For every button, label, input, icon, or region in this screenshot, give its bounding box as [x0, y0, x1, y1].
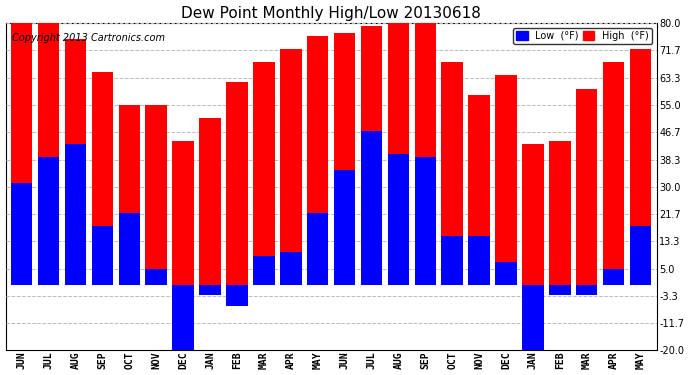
- Bar: [11, 23, 32, 285]
- Bar: [199, 285, 221, 295]
- Bar: [442, 236, 463, 285]
- Bar: [307, 213, 328, 285]
- Bar: [522, 144, 544, 285]
- Bar: [146, 268, 167, 285]
- Bar: [630, 49, 651, 285]
- Bar: [146, 105, 167, 285]
- Bar: [38, 157, 59, 285]
- Bar: [361, 131, 382, 285]
- Bar: [388, 154, 409, 285]
- Bar: [307, 36, 328, 285]
- Title: Dew Point Monthly High/Low 20130618: Dew Point Monthly High/Low 20130618: [181, 6, 481, 21]
- Bar: [65, 144, 86, 285]
- Legend: Low  (°F), High  (°F): Low (°F), High (°F): [513, 28, 652, 44]
- Bar: [334, 170, 355, 285]
- Bar: [119, 105, 140, 285]
- Bar: [199, 118, 221, 285]
- Bar: [630, 226, 651, 285]
- Bar: [549, 141, 571, 285]
- Bar: [172, 141, 194, 285]
- Bar: [603, 62, 624, 285]
- Bar: [253, 255, 275, 285]
- Bar: [469, 236, 490, 285]
- Bar: [495, 75, 517, 285]
- Bar: [119, 213, 140, 285]
- Bar: [415, 157, 436, 285]
- Bar: [38, 23, 59, 285]
- Bar: [92, 226, 113, 285]
- Bar: [442, 62, 463, 285]
- Text: Copyright 2013 Cartronics.com: Copyright 2013 Cartronics.com: [12, 33, 165, 43]
- Bar: [253, 62, 275, 285]
- Bar: [280, 49, 302, 285]
- Bar: [495, 262, 517, 285]
- Bar: [334, 33, 355, 285]
- Bar: [92, 72, 113, 285]
- Bar: [576, 88, 598, 285]
- Bar: [65, 39, 86, 285]
- Bar: [522, 285, 544, 350]
- Bar: [361, 26, 382, 285]
- Bar: [469, 95, 490, 285]
- Bar: [11, 183, 32, 285]
- Bar: [280, 252, 302, 285]
- Bar: [415, 23, 436, 285]
- Bar: [226, 82, 248, 285]
- Bar: [549, 285, 571, 295]
- Bar: [603, 268, 624, 285]
- Bar: [226, 285, 248, 306]
- Bar: [388, 23, 409, 285]
- Bar: [172, 285, 194, 350]
- Bar: [576, 285, 598, 295]
